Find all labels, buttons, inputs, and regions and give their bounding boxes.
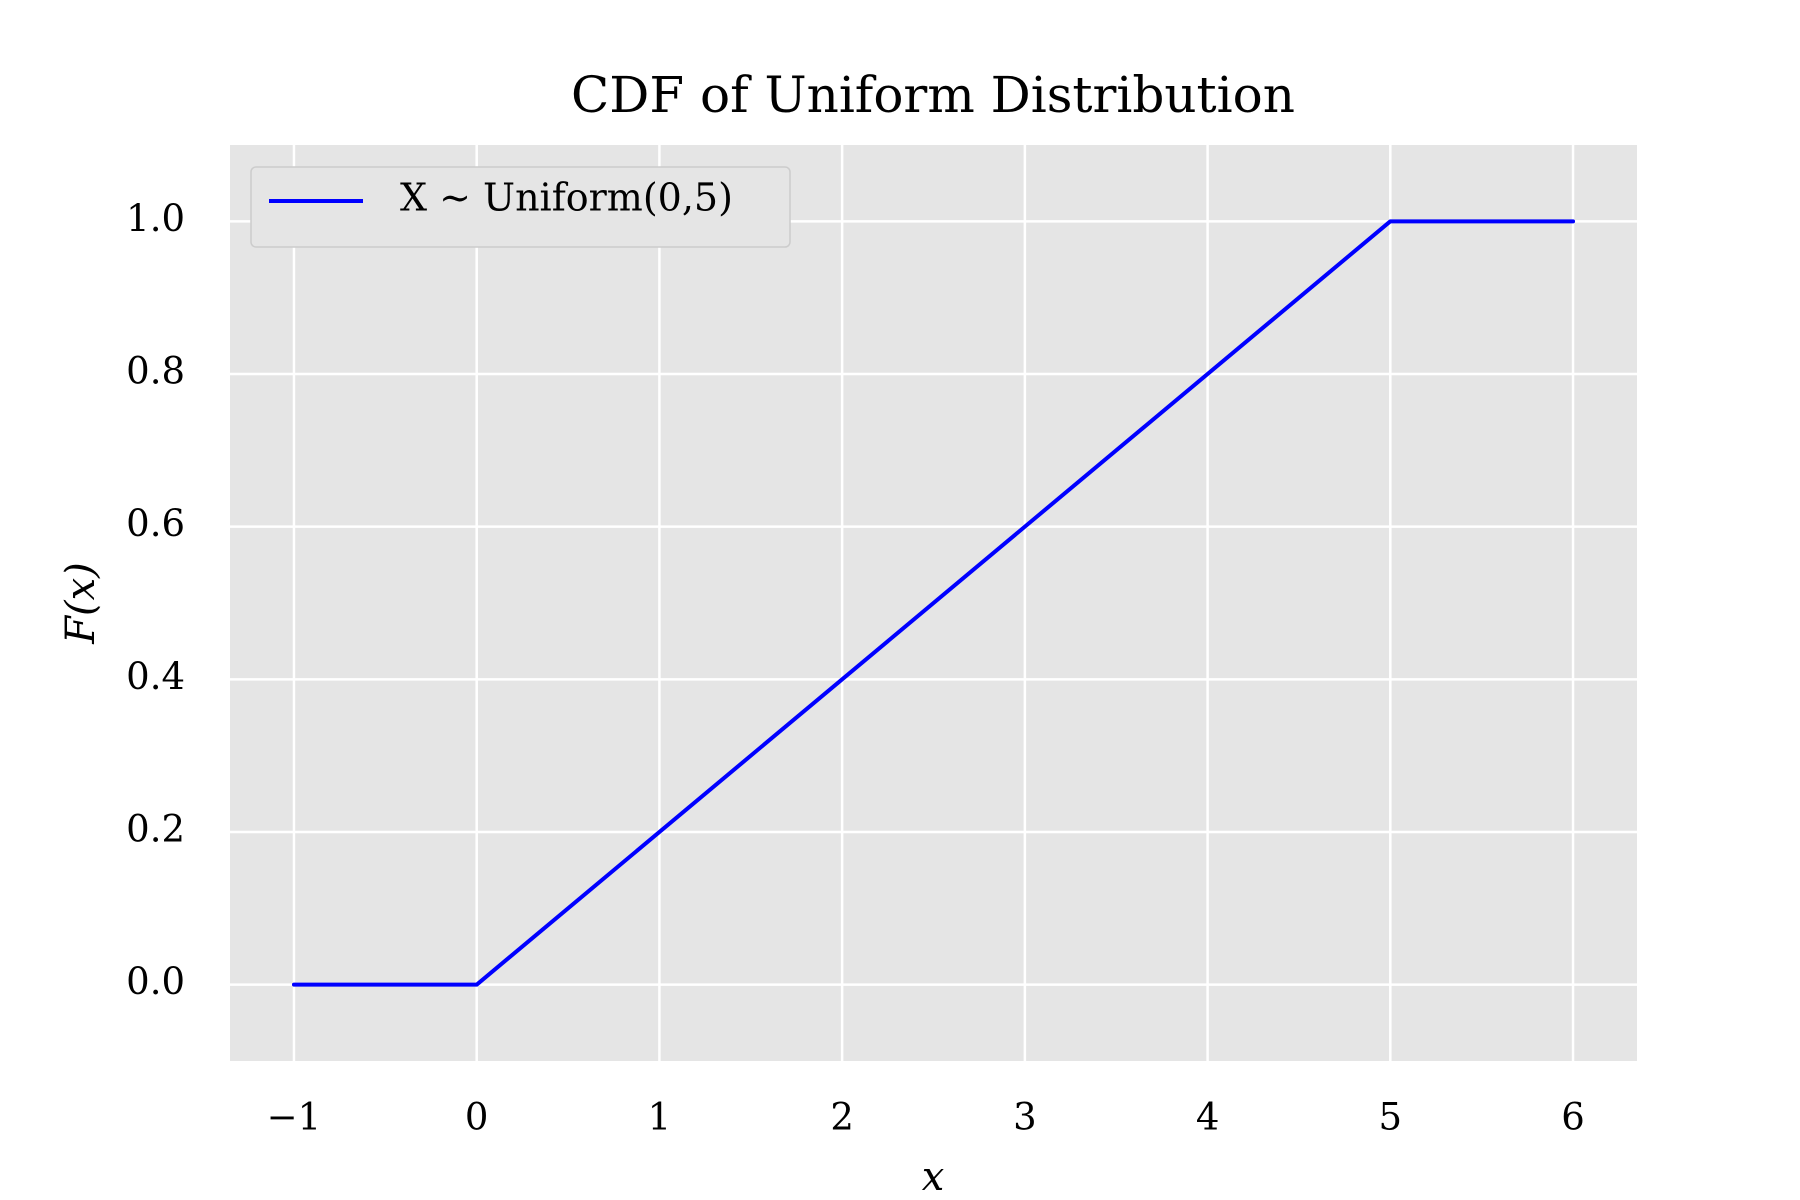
y-axis-label: F(x) bbox=[58, 562, 104, 645]
legend-box bbox=[250, 166, 791, 248]
x-tick-label: 5 bbox=[1379, 1096, 1403, 1139]
x-tick-label: 1 bbox=[648, 1096, 672, 1139]
x-tick-label: 4 bbox=[1196, 1096, 1220, 1139]
line-series bbox=[291, 219, 1576, 987]
x-axis-label: x bbox=[922, 1154, 945, 1200]
y-tick-label: 0.2 bbox=[126, 808, 185, 851]
chart-title: CDF of Uniform Distribution bbox=[571, 66, 1295, 124]
marks bbox=[291, 219, 1576, 987]
x-tick-label: 2 bbox=[830, 1096, 854, 1139]
y-tick-label: 1.0 bbox=[126, 197, 185, 240]
y-tick-label: 0.4 bbox=[126, 655, 185, 698]
y-tick-label: 0.0 bbox=[126, 960, 185, 1003]
y-tick-label: 0.8 bbox=[126, 350, 185, 393]
y-tick-label: 0.6 bbox=[126, 502, 185, 545]
legend-label: X ∼ Uniform(0,5) bbox=[400, 176, 733, 220]
x-tick-label: 0 bbox=[465, 1096, 489, 1139]
legend: X ∼ Uniform(0,5) bbox=[250, 166, 791, 248]
x-tick-label: 6 bbox=[1561, 1096, 1585, 1139]
x-tick-label: 3 bbox=[1013, 1096, 1037, 1139]
x-tick-label: −1 bbox=[267, 1096, 322, 1139]
